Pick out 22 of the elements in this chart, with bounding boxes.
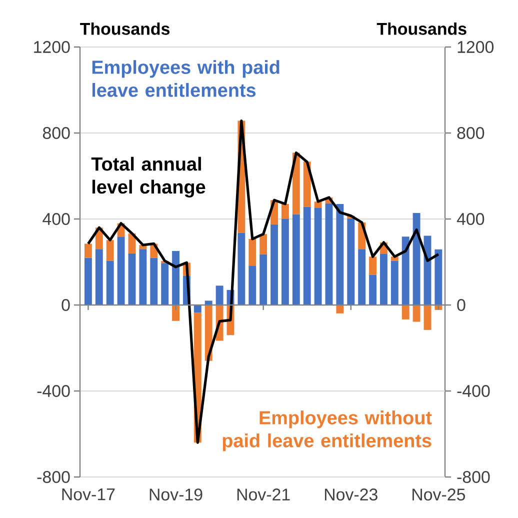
x-tick-label: Nov-19 (150, 488, 202, 501)
x-tick-label: Nov-17 (62, 488, 115, 500)
y-tick-label: 1200 (34, 41, 70, 53)
x-tick-label: Nov-21 (237, 488, 290, 501)
y-axis-title: Thousands (80, 22, 170, 35)
y2-tick-label: 1200 (458, 41, 494, 53)
y-tick-label: 400 (42, 213, 70, 225)
y2-tick-label: -800 (457, 471, 490, 483)
x-tick-label: Nov-25 (412, 488, 466, 501)
y-tick-label: -800 (37, 471, 70, 483)
series-label: Total annual level change (91, 156, 206, 198)
y2-axis-title: Thousands (376, 22, 466, 35)
x-tick-label: Nov-23 (324, 488, 378, 501)
series-label: Employees without paid leave entitlements (222, 410, 432, 452)
y2-tick-label: 0 (457, 299, 466, 311)
y-tick-label: 800 (42, 127, 70, 139)
y2-tick-label: 400 (456, 213, 484, 225)
y2-tick-label: 800 (457, 127, 484, 139)
y-tick-label: 0 (62, 299, 70, 311)
y2-tick-label: -400 (457, 385, 490, 397)
text: Employees with paid leave entitlements (92, 60, 280, 97)
y-tick-label: -400 (37, 385, 70, 397)
